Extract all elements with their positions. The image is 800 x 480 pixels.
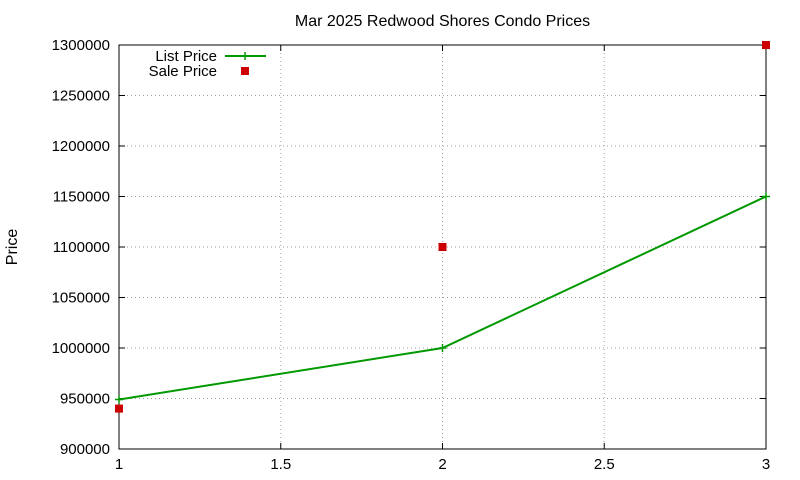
legend-label-sale-price: Sale Price: [149, 63, 217, 80]
legend-swatch-sale-price: [241, 67, 249, 75]
x-tick-label: 1.5: [270, 456, 291, 473]
y-tick-labels: 900000 950000 1000000 1050000 1100000 1150000…: [52, 37, 110, 458]
y-tick-label: 1000000: [52, 340, 110, 357]
series-sale-price: [115, 41, 770, 413]
y-tick-label: 1100000: [53, 239, 110, 256]
y-tick-label: 1200000: [52, 138, 110, 155]
list-price-point: [762, 192, 770, 201]
legend-label-list-price: List Price: [155, 48, 217, 65]
x-tick-label: 1: [115, 456, 123, 473]
x-tick-labels: 1 1.5 2 2.5 3: [115, 456, 770, 473]
x-tick-label: 2: [438, 456, 446, 473]
y-tick-label: 950000: [60, 391, 110, 408]
y-tick-label: 1050000: [52, 290, 110, 307]
y-axis-label: Price: [4, 229, 21, 266]
series-layer: [115, 41, 770, 413]
y-tick-label: 1250000: [52, 88, 110, 105]
x-tick-label: 2.5: [594, 456, 615, 473]
legend-marker-list-price: [241, 52, 249, 60]
sale-price-point: [115, 404, 123, 413]
list-price-point: [438, 344, 447, 352]
sale-price-point: [762, 41, 770, 49]
y-tick-label: 900000: [60, 441, 110, 458]
y-tick-label: 1150000: [53, 189, 110, 206]
x-tick-label: 3: [762, 456, 770, 473]
chart-title: Mar 2025 Redwood Shores Condo Prices: [295, 13, 590, 30]
legend: List Price Sale Price: [149, 48, 266, 80]
y-tick-label: 1300000: [52, 37, 110, 54]
series-list-price: [115, 192, 770, 404]
sale-price-point: [438, 243, 447, 251]
list-price-point: [115, 395, 123, 404]
